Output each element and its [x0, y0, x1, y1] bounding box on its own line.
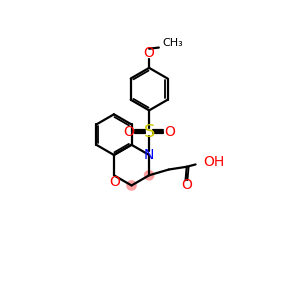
- Text: O: O: [124, 125, 134, 139]
- Text: S: S: [143, 123, 155, 141]
- Text: O: O: [144, 46, 154, 60]
- Circle shape: [145, 171, 154, 180]
- Text: N: N: [144, 148, 154, 162]
- Text: O: O: [110, 175, 121, 189]
- Text: O: O: [164, 125, 175, 139]
- Text: O: O: [181, 178, 192, 192]
- Text: OH: OH: [204, 155, 225, 169]
- Text: CH₃: CH₃: [162, 38, 183, 48]
- Circle shape: [127, 181, 136, 190]
